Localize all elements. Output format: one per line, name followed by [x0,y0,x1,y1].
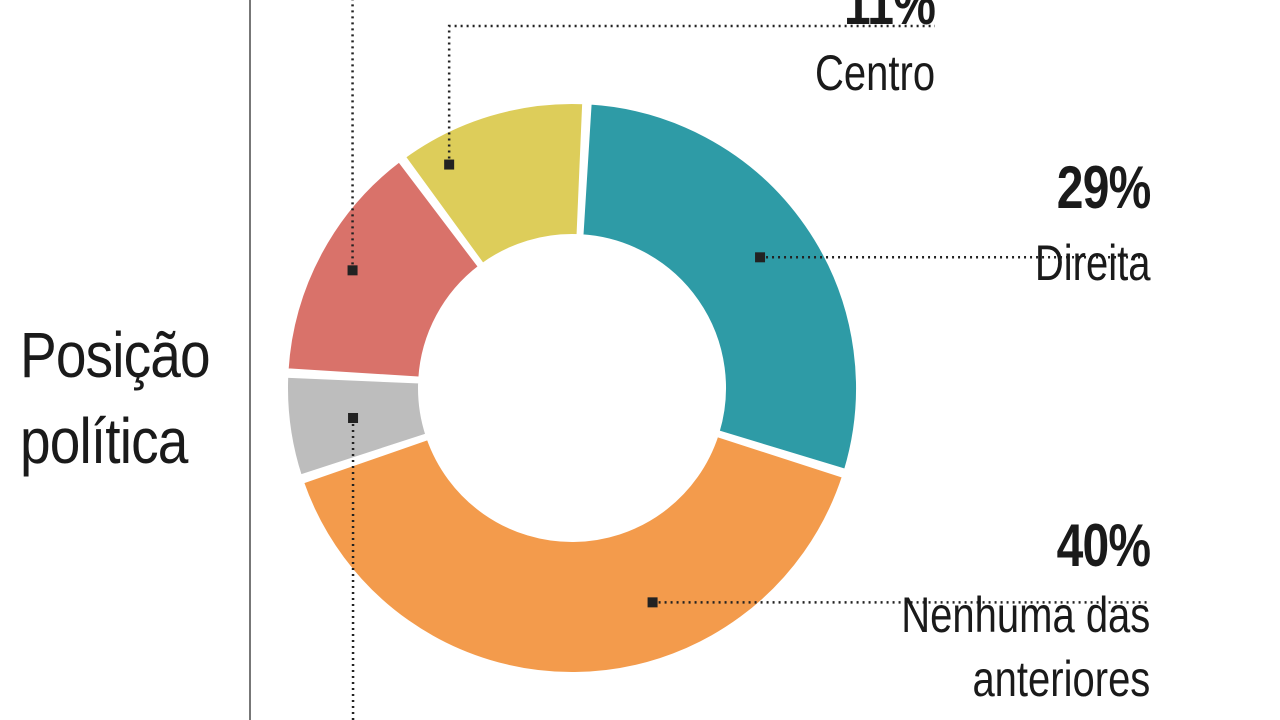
slice-percent-nenhuma: 40% [1056,512,1150,579]
leader-dot-red-slice [347,265,358,276]
chart-title-line-2: política [20,405,188,477]
slice-label-direita: 29% Direita [1034,154,1150,291]
chart-title-line-1: Posição [20,319,211,391]
leader-dot-nenhuma [647,597,658,608]
slice-category-centro: Centro [814,45,935,101]
leader-dot-direita [755,252,766,263]
slice-category-nenhuma-line-1: Nenhuma das [900,587,1150,643]
slice-label-nenhuma: 40% Nenhuma das anteriores [900,512,1151,707]
donut-slice-slice-3 [284,157,484,381]
chart-title: Posição política [20,312,218,484]
donut-slice-nenhuma-das-anteriores [299,432,847,676]
donut-slice-centro [400,100,587,268]
slice-percent-centro: 11% [843,0,936,37]
slice-category-direita: Direita [1034,235,1150,291]
leader-line-centro [447,24,935,165]
leader-dot-grey-slice [348,412,359,423]
donut-slice-slice-2 [284,373,431,480]
slice-label-centro: 11% Centro [814,0,936,101]
slice-percent-direita: 29% [1056,154,1150,221]
slice-category-nenhuma-line-2: anteriores [972,651,1150,707]
leader-dot-centro [444,159,455,170]
donut-slice-direita [579,100,860,474]
